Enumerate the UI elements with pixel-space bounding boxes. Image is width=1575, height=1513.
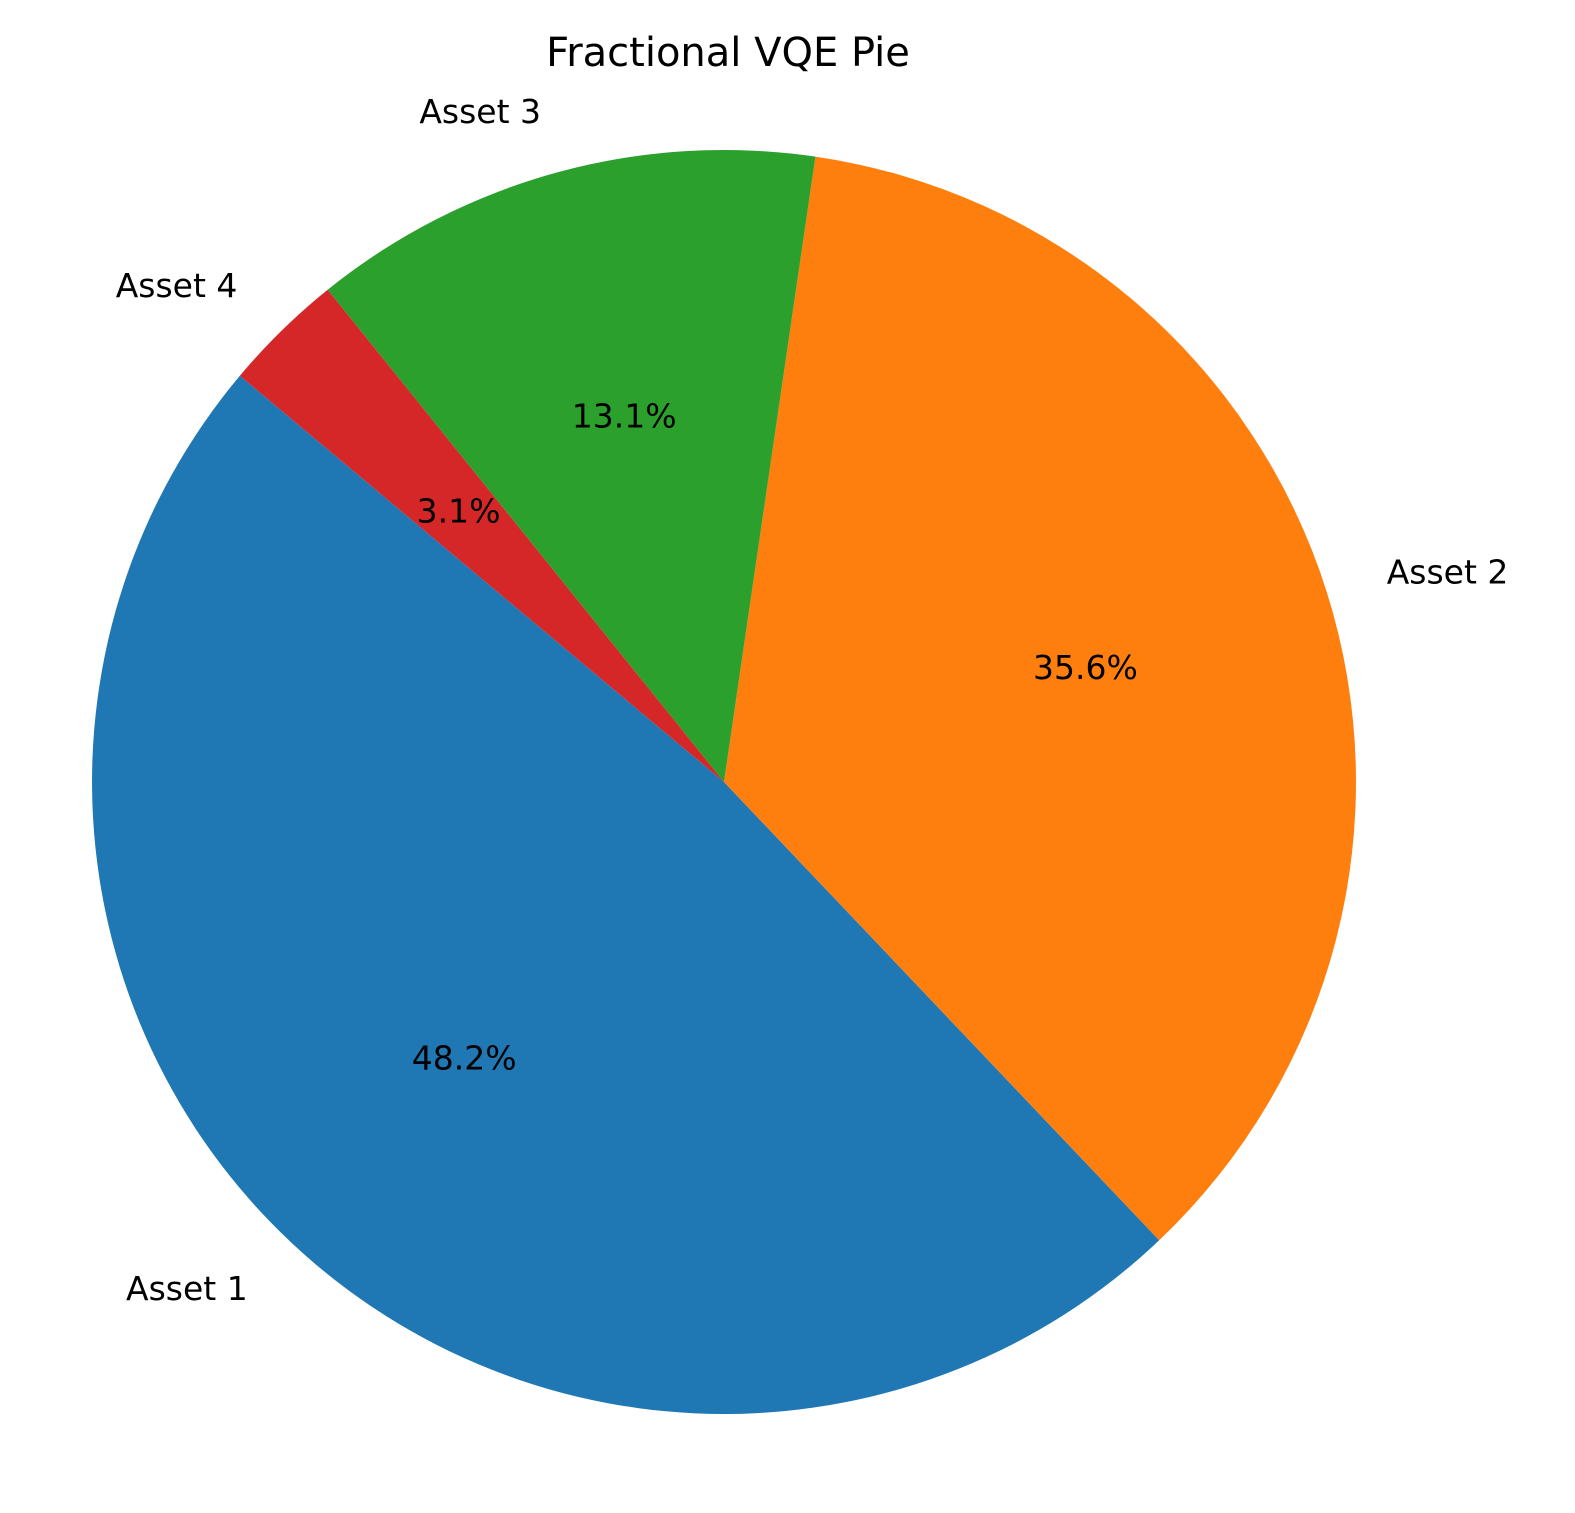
chart-title: Fractional VQE Pie xyxy=(546,30,910,76)
slice-value-label-2: 35.6% xyxy=(1033,648,1138,687)
slice-label-1: Asset 1 xyxy=(126,1269,248,1308)
slice-value-label-1: 48.2% xyxy=(412,1039,517,1078)
pie-labels: Asset 1 48.2% Asset 2 35.6% Asset 3 13.1% Asse… xyxy=(116,92,1509,1308)
slice-label-2: Asset 2 xyxy=(1387,552,1509,591)
pie-slice-2 xyxy=(724,156,1356,1241)
pie-slice-3 xyxy=(327,149,816,782)
pie-slice-4 xyxy=(239,289,725,782)
pie-slice-1 xyxy=(92,375,1160,1414)
pie-slices xyxy=(92,149,1356,1414)
slice-label-4: Asset 4 xyxy=(116,266,238,305)
slice-value-label-3: 13.1% xyxy=(572,397,677,436)
slice-value-label-4: 3.1% xyxy=(417,492,501,531)
slice-label-3: Asset 3 xyxy=(419,92,541,131)
